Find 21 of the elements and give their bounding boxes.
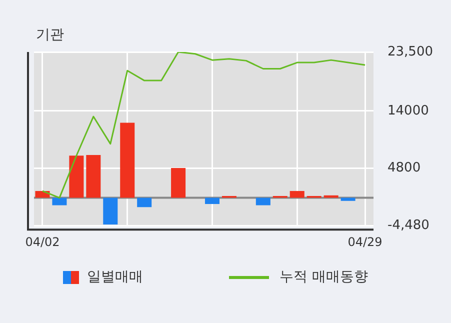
bar: [171, 168, 186, 198]
bar: [69, 156, 84, 198]
bar: [290, 190, 304, 198]
bar: [324, 195, 338, 198]
y-tick-label: 4800: [388, 160, 421, 176]
bar: [204, 198, 220, 204]
bar: [120, 122, 135, 198]
bar: [340, 198, 356, 201]
bar: [52, 198, 67, 206]
legend-label: 일별매매: [87, 268, 144, 286]
chart-title: 기관: [36, 26, 64, 44]
bar: [86, 154, 101, 198]
y-tick-label: -4,480: [388, 218, 430, 233]
bar: [103, 198, 118, 224]
x-tick-label: 04/29: [348, 234, 382, 249]
bar: [256, 198, 270, 206]
y-tick-label: 14000: [388, 103, 429, 118]
legend-label: 누적 매매동향: [279, 268, 368, 286]
x-tick-label: 04/02: [25, 234, 60, 249]
y-tick-label: 23,500: [388, 44, 434, 60]
bar: [137, 198, 152, 208]
